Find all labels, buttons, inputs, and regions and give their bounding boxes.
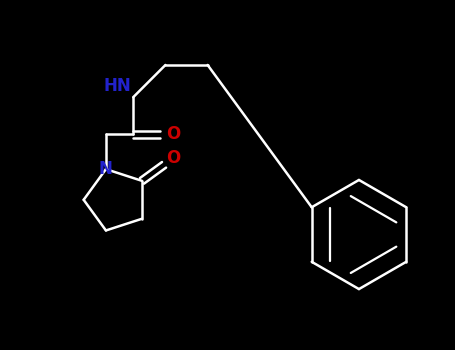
Text: HN: HN [103, 77, 131, 95]
Text: O: O [166, 125, 180, 144]
Text: N: N [99, 160, 113, 178]
Text: O: O [166, 149, 180, 167]
